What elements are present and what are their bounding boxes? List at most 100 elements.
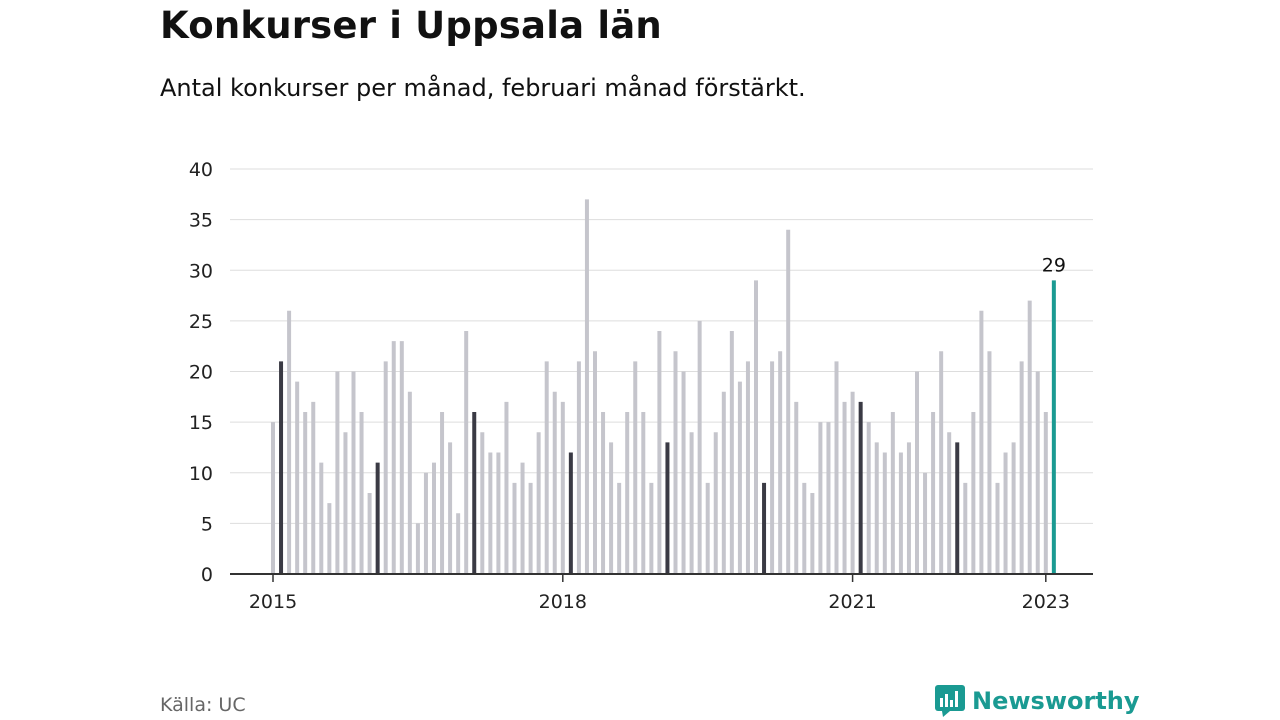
brand-name: Newsworthy [972,687,1140,715]
bar [826,422,831,574]
y-tick-label: 15 [189,412,213,434]
bar [375,462,380,574]
bar [440,412,445,574]
bar [1043,412,1048,574]
bar [576,361,581,574]
newsworthy-logo-icon [935,685,965,717]
bar [657,331,662,574]
bar [955,442,960,574]
bar [504,401,509,574]
bar [754,280,758,574]
bar [609,442,614,574]
bar [367,493,372,574]
bar [456,513,461,574]
y-tick-label: 30 [189,260,213,282]
gridlines [230,168,1093,524]
bar [915,371,919,574]
y-tick-label: 25 [189,311,213,333]
bar [464,331,469,574]
bar [850,391,855,574]
bar [890,412,895,574]
bar [343,432,348,574]
bar [584,199,589,574]
y-tick-label: 35 [189,210,213,232]
bars [271,199,1056,574]
y-tick-label: 0 [201,564,213,586]
bar [673,351,678,574]
bar [898,452,903,574]
bar [689,432,694,574]
bar [496,452,501,574]
bar [1003,452,1008,574]
bar [882,452,887,574]
bar [327,503,332,574]
bar [1051,280,1056,574]
bar [778,351,783,574]
x-axis-ticks: 2015 2018 2021 2023 [249,574,1070,613]
bar [1019,361,1024,574]
bar [480,432,485,574]
bar [633,361,638,574]
bar [520,462,525,574]
bar [729,331,734,574]
bar [874,442,879,574]
bar [810,493,815,574]
brand-logo: Newsworthy [934,684,1140,718]
bar [923,472,928,574]
bar [407,391,412,574]
x-tick-label: 2018 [539,591,587,613]
bar [552,391,557,574]
bar [536,432,541,574]
y-tick-label: 5 [201,513,213,535]
bar [906,442,911,574]
bar [568,452,573,574]
bar [842,401,847,574]
bar [665,442,670,574]
bar [786,229,791,574]
bar [818,422,823,574]
bar [1027,300,1032,574]
bar [488,452,493,574]
bar [971,412,976,574]
bar [311,401,316,574]
bar [544,361,549,574]
bar [601,412,606,574]
y-tick-label: 10 [189,463,213,485]
bar [745,361,750,574]
bar [359,412,364,574]
bar [939,351,944,574]
bar [448,442,453,574]
bar [295,381,300,574]
bar [271,422,275,574]
bar [593,351,597,574]
bar [279,361,284,574]
x-tick-label: 2021 [828,591,876,613]
bar [512,482,517,574]
bar [391,341,396,574]
bar [697,320,702,574]
bar [834,361,839,574]
bar [528,482,533,574]
bar [979,310,984,574]
bar [721,391,726,574]
y-tick-label: 40 [189,159,213,181]
bar [762,482,767,574]
bar [287,310,292,574]
bar-chart: 0 5 10 15 20 25 30 35 40 2015 2018 2021 2023 29 [189,159,1093,613]
bar [617,482,622,574]
bar [770,361,775,574]
chart-subtitle: Antal konkurser per månad, februari måna… [160,74,806,102]
bar [987,351,992,574]
bar [681,371,686,574]
bar [303,412,308,574]
bar [737,381,742,574]
bar [649,482,654,574]
bar [1011,442,1016,574]
bar [415,523,420,574]
bar [963,482,968,574]
bar [560,401,565,574]
bar [319,462,324,574]
bar [858,401,863,574]
y-axis-ticks: 0 5 10 15 20 25 30 35 40 [189,159,213,586]
y-tick-label: 20 [189,362,213,384]
